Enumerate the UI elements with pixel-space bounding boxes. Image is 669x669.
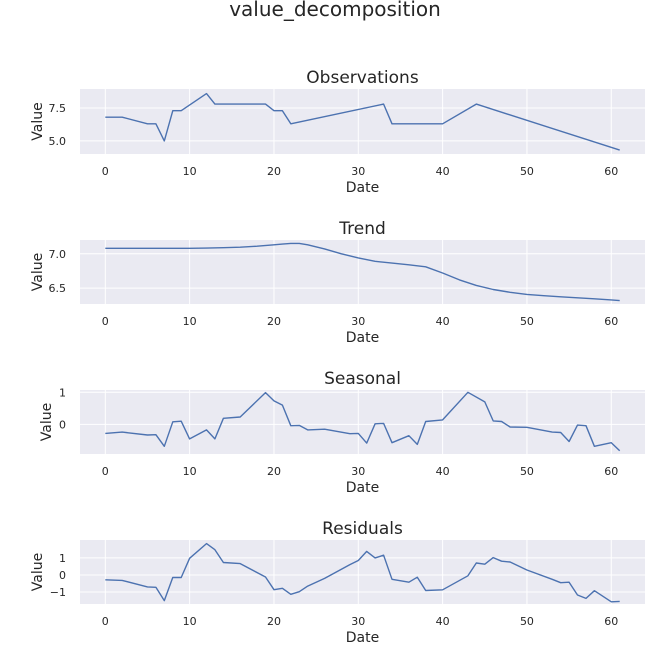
residuals-ylabel: Value — [30, 553, 46, 591]
observations-xtick-label: 0 — [102, 165, 109, 178]
residuals-xlabel: Date — [346, 630, 379, 646]
trend-ylabel: Value — [30, 253, 46, 291]
trend-xtick-label: 20 — [267, 315, 281, 328]
trend-xlabel: Date — [346, 330, 379, 346]
trend-xtick-label: 60 — [604, 315, 618, 328]
observations-ytick-label: 5.0 — [49, 135, 67, 148]
residuals-xtick-label: 0 — [102, 615, 109, 628]
seasonal-series-line — [105, 391, 621, 452]
seasonal-xtick-label: 20 — [267, 465, 281, 478]
seasonal-ytick-label: 1 — [59, 386, 66, 399]
observations-xtick-label: 20 — [267, 165, 281, 178]
residuals-plot-area — [80, 540, 645, 604]
seasonal-xtick-label: 0 — [102, 465, 109, 478]
seasonal-ytick-label: 0 — [59, 418, 66, 431]
seasonal-panel: 0 10 20 30 40 50 60 0 1 Seasonal Date Value — [39, 369, 645, 496]
seasonal-xtick-label: 10 — [183, 465, 197, 478]
residuals-xtick-label: 40 — [436, 615, 450, 628]
residuals-ytick-label: −1 — [50, 586, 66, 599]
trend-title: Trend — [338, 219, 386, 239]
trend-xtick-label: 0 — [102, 315, 109, 328]
observations-xtick-label: 30 — [351, 165, 365, 178]
trend-series-line — [105, 242, 620, 302]
observations-ylabel: Value — [30, 102, 46, 140]
seasonal-xtick-label: 40 — [436, 465, 450, 478]
observations-plot-area — [80, 89, 645, 154]
observations-title: Observations — [306, 68, 419, 88]
observations-series-line — [105, 92, 620, 151]
figure-title: value_decomposition — [229, 0, 441, 21]
residuals-xtick-label: 30 — [351, 615, 365, 628]
trend-xtick-label: 30 — [351, 315, 365, 328]
residuals-xtick-label: 20 — [267, 615, 281, 628]
residuals-title: Residuals — [322, 519, 403, 539]
residuals-ytick-label: 1 — [59, 552, 66, 565]
observations-xtick-label: 10 — [183, 165, 197, 178]
observations-xtick-label: 60 — [604, 165, 618, 178]
residuals-xtick-label: 10 — [183, 615, 197, 628]
residuals-ytick-label: 0 — [59, 569, 66, 582]
trend-ytick-label: 6.5 — [49, 282, 67, 295]
seasonal-xtick-label: 50 — [520, 465, 534, 478]
seasonal-title: Seasonal — [324, 369, 401, 389]
observations-ytick-label: 7.5 — [49, 102, 67, 115]
seasonal-ylabel: Value — [39, 403, 55, 441]
seasonal-xtick-label: 60 — [604, 465, 618, 478]
trend-panel: 0 10 20 30 40 50 60 6.5 7.0 Trend Date Value — [30, 219, 645, 346]
residuals-xtick-label: 50 — [520, 615, 534, 628]
subplot-grid: 0 10 20 30 40 50 605.07.5ObservationsDateValue… — [30, 68, 645, 646]
seasonal-xlabel: Date — [346, 480, 379, 496]
residuals-panel: 0 10 20 30 40 50 60 −1 0 1 Residuals Date Value — [30, 519, 645, 646]
observations-xtick-label: 50 — [520, 165, 534, 178]
trend-xtick-label: 40 — [436, 315, 450, 328]
trend-xtick-label: 10 — [183, 315, 197, 328]
trend-plot-area — [80, 240, 645, 304]
observations-panel: 0 10 20 30 40 50 60 5.0 7.5 Observations Date Value — [30, 68, 645, 196]
residuals-series-line — [105, 542, 620, 603]
residuals-xtick-label: 60 — [604, 615, 618, 628]
seasonal-xtick-label: 30 — [351, 465, 365, 478]
trend-ytick-label: 7.0 — [49, 248, 67, 261]
observations-xtick-label: 40 — [436, 165, 450, 178]
observations-xlabel: Date — [346, 180, 379, 196]
trend-xtick-label: 50 — [520, 315, 534, 328]
